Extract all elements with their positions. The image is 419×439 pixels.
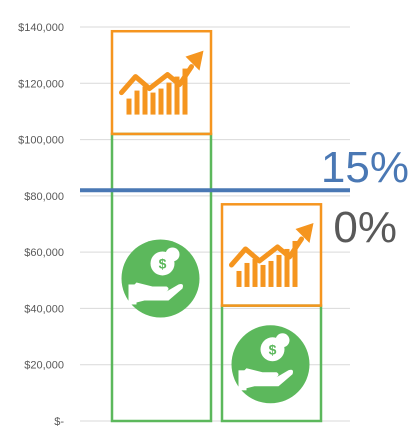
y-tick-label: $20,000 — [24, 360, 64, 372]
icon-hand — [240, 368, 293, 389]
icon-bar — [174, 76, 180, 115]
icon-cuff — [238, 370, 247, 391]
bars: $$ — [110, 29, 323, 423]
y-tick-label: $- — [54, 416, 64, 428]
percent-label: 15% — [321, 143, 409, 192]
icon-bar — [276, 254, 282, 287]
growth-bar — [220, 203, 323, 307]
icon-coin-small — [165, 247, 180, 262]
icon-arrow-head — [185, 50, 204, 71]
icon-bar — [268, 260, 274, 287]
icon-coin-small — [275, 333, 290, 348]
y-tick-label: $80,000 — [24, 191, 64, 203]
icon-bar — [284, 248, 290, 287]
money-hand-icon: $ — [231, 325, 310, 404]
y-tick-label: $40,000 — [24, 303, 64, 315]
icon-bar — [126, 98, 132, 115]
icon-bar — [292, 240, 298, 287]
icon-bar — [236, 270, 242, 287]
dollar-sign-icon: $ — [269, 341, 277, 357]
y-axis: $140,000 $120,000 $100,000 $80,000 $60,000 $4… — [18, 22, 64, 428]
percent-labels: 15%0% — [321, 143, 409, 252]
dollar-sign-icon: $ — [159, 255, 167, 271]
icon-bar — [142, 86, 148, 115]
money-hand-icon: $ — [121, 239, 200, 318]
growth-bar-chart-icon — [119, 50, 204, 115]
icon-bar — [134, 90, 140, 115]
gridlines — [80, 26, 350, 422]
y-tick-label: $140,000 — [18, 22, 64, 34]
icon-bar — [158, 88, 164, 115]
icon-cuff — [128, 284, 137, 305]
icon-bar — [182, 68, 188, 115]
icon-trend-line — [229, 236, 304, 268]
icon-bar — [244, 262, 250, 287]
icon-bar — [252, 258, 258, 287]
percent-label: 0% — [333, 203, 397, 252]
growth-bar — [110, 29, 213, 136]
icon-trend-line — [119, 64, 194, 96]
icon-hand — [130, 282, 183, 303]
icon-circle — [231, 325, 310, 404]
icon-bar — [260, 264, 266, 287]
icon-bar — [166, 82, 172, 115]
icon-bar — [150, 92, 156, 115]
icon-circle — [121, 239, 200, 318]
icon-arrow-head — [295, 222, 314, 243]
growth-bar-chart-icon — [229, 222, 314, 287]
y-tick-label: $100,000 — [18, 135, 64, 147]
y-tick-label: $60,000 — [24, 247, 64, 259]
y-tick-label: $120,000 — [18, 78, 64, 90]
